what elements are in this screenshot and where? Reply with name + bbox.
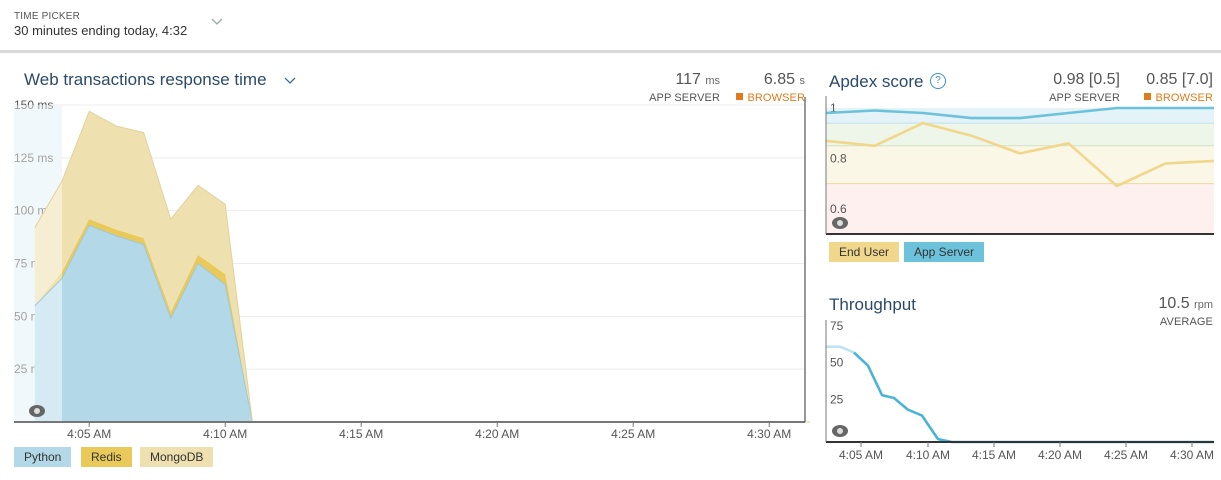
chevron-down-icon[interactable] — [211, 17, 223, 27]
x-tick-label: 4:15 AM — [339, 427, 383, 441]
x-tick-label: 4:30 AM — [747, 427, 791, 441]
app-server-label: APP SERVER — [649, 92, 720, 104]
x-tick-label: 4:15 AM — [972, 448, 1016, 462]
time-picker-value[interactable]: 30 minutes ending today, 4:32 — [14, 23, 188, 38]
band-fair — [826, 145, 1214, 184]
throughput-average-label: AVERAGE — [1159, 316, 1213, 328]
x-tick-label: 4:20 AM — [1038, 448, 1082, 462]
legend-app-server[interactable]: App Server — [904, 242, 985, 262]
help-icon[interactable]: ? — [930, 73, 946, 89]
time-picker-label: TIME PICKER — [14, 11, 81, 22]
apdex-app-server-value: 0.98 [0.5] — [1053, 71, 1120, 88]
apdex-browser-label: BROWSER — [1095, 92, 1213, 104]
y-tick-label: 0.6 — [830, 202, 847, 216]
eye-icon — [832, 425, 848, 437]
series-app-server-line — [825, 106, 1214, 120]
y-tick-label: 25 — [830, 392, 844, 406]
series-python-area — [34, 225, 811, 422]
band-good — [826, 123, 1214, 146]
apdex-chart[interactable]: 1 0.8 0.6 — [825, 96, 1216, 236]
y-tick-label: 125 ms — [14, 151, 53, 165]
browser-color-swatch — [1144, 93, 1152, 100]
x-tick-label: 4:25 AM — [611, 427, 655, 441]
legend-mongodb[interactable]: MongoDB — [140, 447, 214, 467]
series-end-user-line — [825, 121, 1215, 188]
chevron-down-icon[interactable] — [284, 76, 296, 86]
browser-response-value: 6.85 s — [763, 71, 805, 88]
throughput-value: 10.5 rpm — [1158, 295, 1213, 312]
y-tick-label: 1 — [830, 101, 837, 115]
series-throughput-partial-line — [826, 345, 855, 354]
x-tick-label: 4:20 AM — [475, 427, 519, 441]
apdex-app-server-label: APP SERVER — [1049, 92, 1120, 104]
throughput-chart[interactable]: 75 50 25 4:05 AM 4:10 AM 4:15 AM 4:20 AM 4:25 A… — [825, 319, 1216, 470]
legend-redis[interactable]: Redis — [81, 447, 132, 467]
x-tick-label: 4:30 AM — [1170, 448, 1214, 462]
band-poor — [826, 183, 1214, 234]
legend-python[interactable]: Python — [14, 447, 72, 467]
x-tick-label: 4:25 AM — [1104, 448, 1148, 462]
x-tick-label: 4:10 AM — [906, 448, 950, 462]
series-throughput-line — [853, 351, 1214, 444]
response-time-chart[interactable]: 150 ms125 ms100 ms75 ms50 ms25 ms4:05 AM… — [0, 95, 811, 445]
y-tick-label: 150 ms — [14, 98, 53, 112]
y-tick-label: 75 — [830, 319, 844, 333]
top-bar — [0, 0, 1221, 50]
eye-icon — [832, 217, 848, 229]
throughput-title: Throughput — [829, 295, 916, 314]
y-tick-label: 50 — [830, 356, 844, 370]
response-time-title: Web transactions response time — [24, 70, 267, 89]
legend-end-user[interactable]: End User — [829, 242, 900, 262]
top-bar-divider — [0, 50, 1221, 53]
eye-icon — [29, 405, 45, 417]
app-server-response-value: 117 ms — [675, 71, 720, 88]
x-tick-label: 4:10 AM — [203, 427, 247, 441]
browser-label: BROWSER — [725, 92, 805, 104]
x-tick-label: 4:05 AM — [839, 448, 883, 462]
apdex-browser-value: 0.85 [7.0] — [1146, 71, 1213, 88]
x-tick-label: 4:05 AM — [67, 427, 111, 441]
partial-data-overlay — [14, 105, 62, 422]
apdex-title: Apdex score — [829, 72, 924, 91]
series-mongodb-area — [34, 111, 811, 423]
y-tick-label: 0.8 — [830, 151, 847, 165]
browser-color-swatch — [736, 93, 744, 100]
